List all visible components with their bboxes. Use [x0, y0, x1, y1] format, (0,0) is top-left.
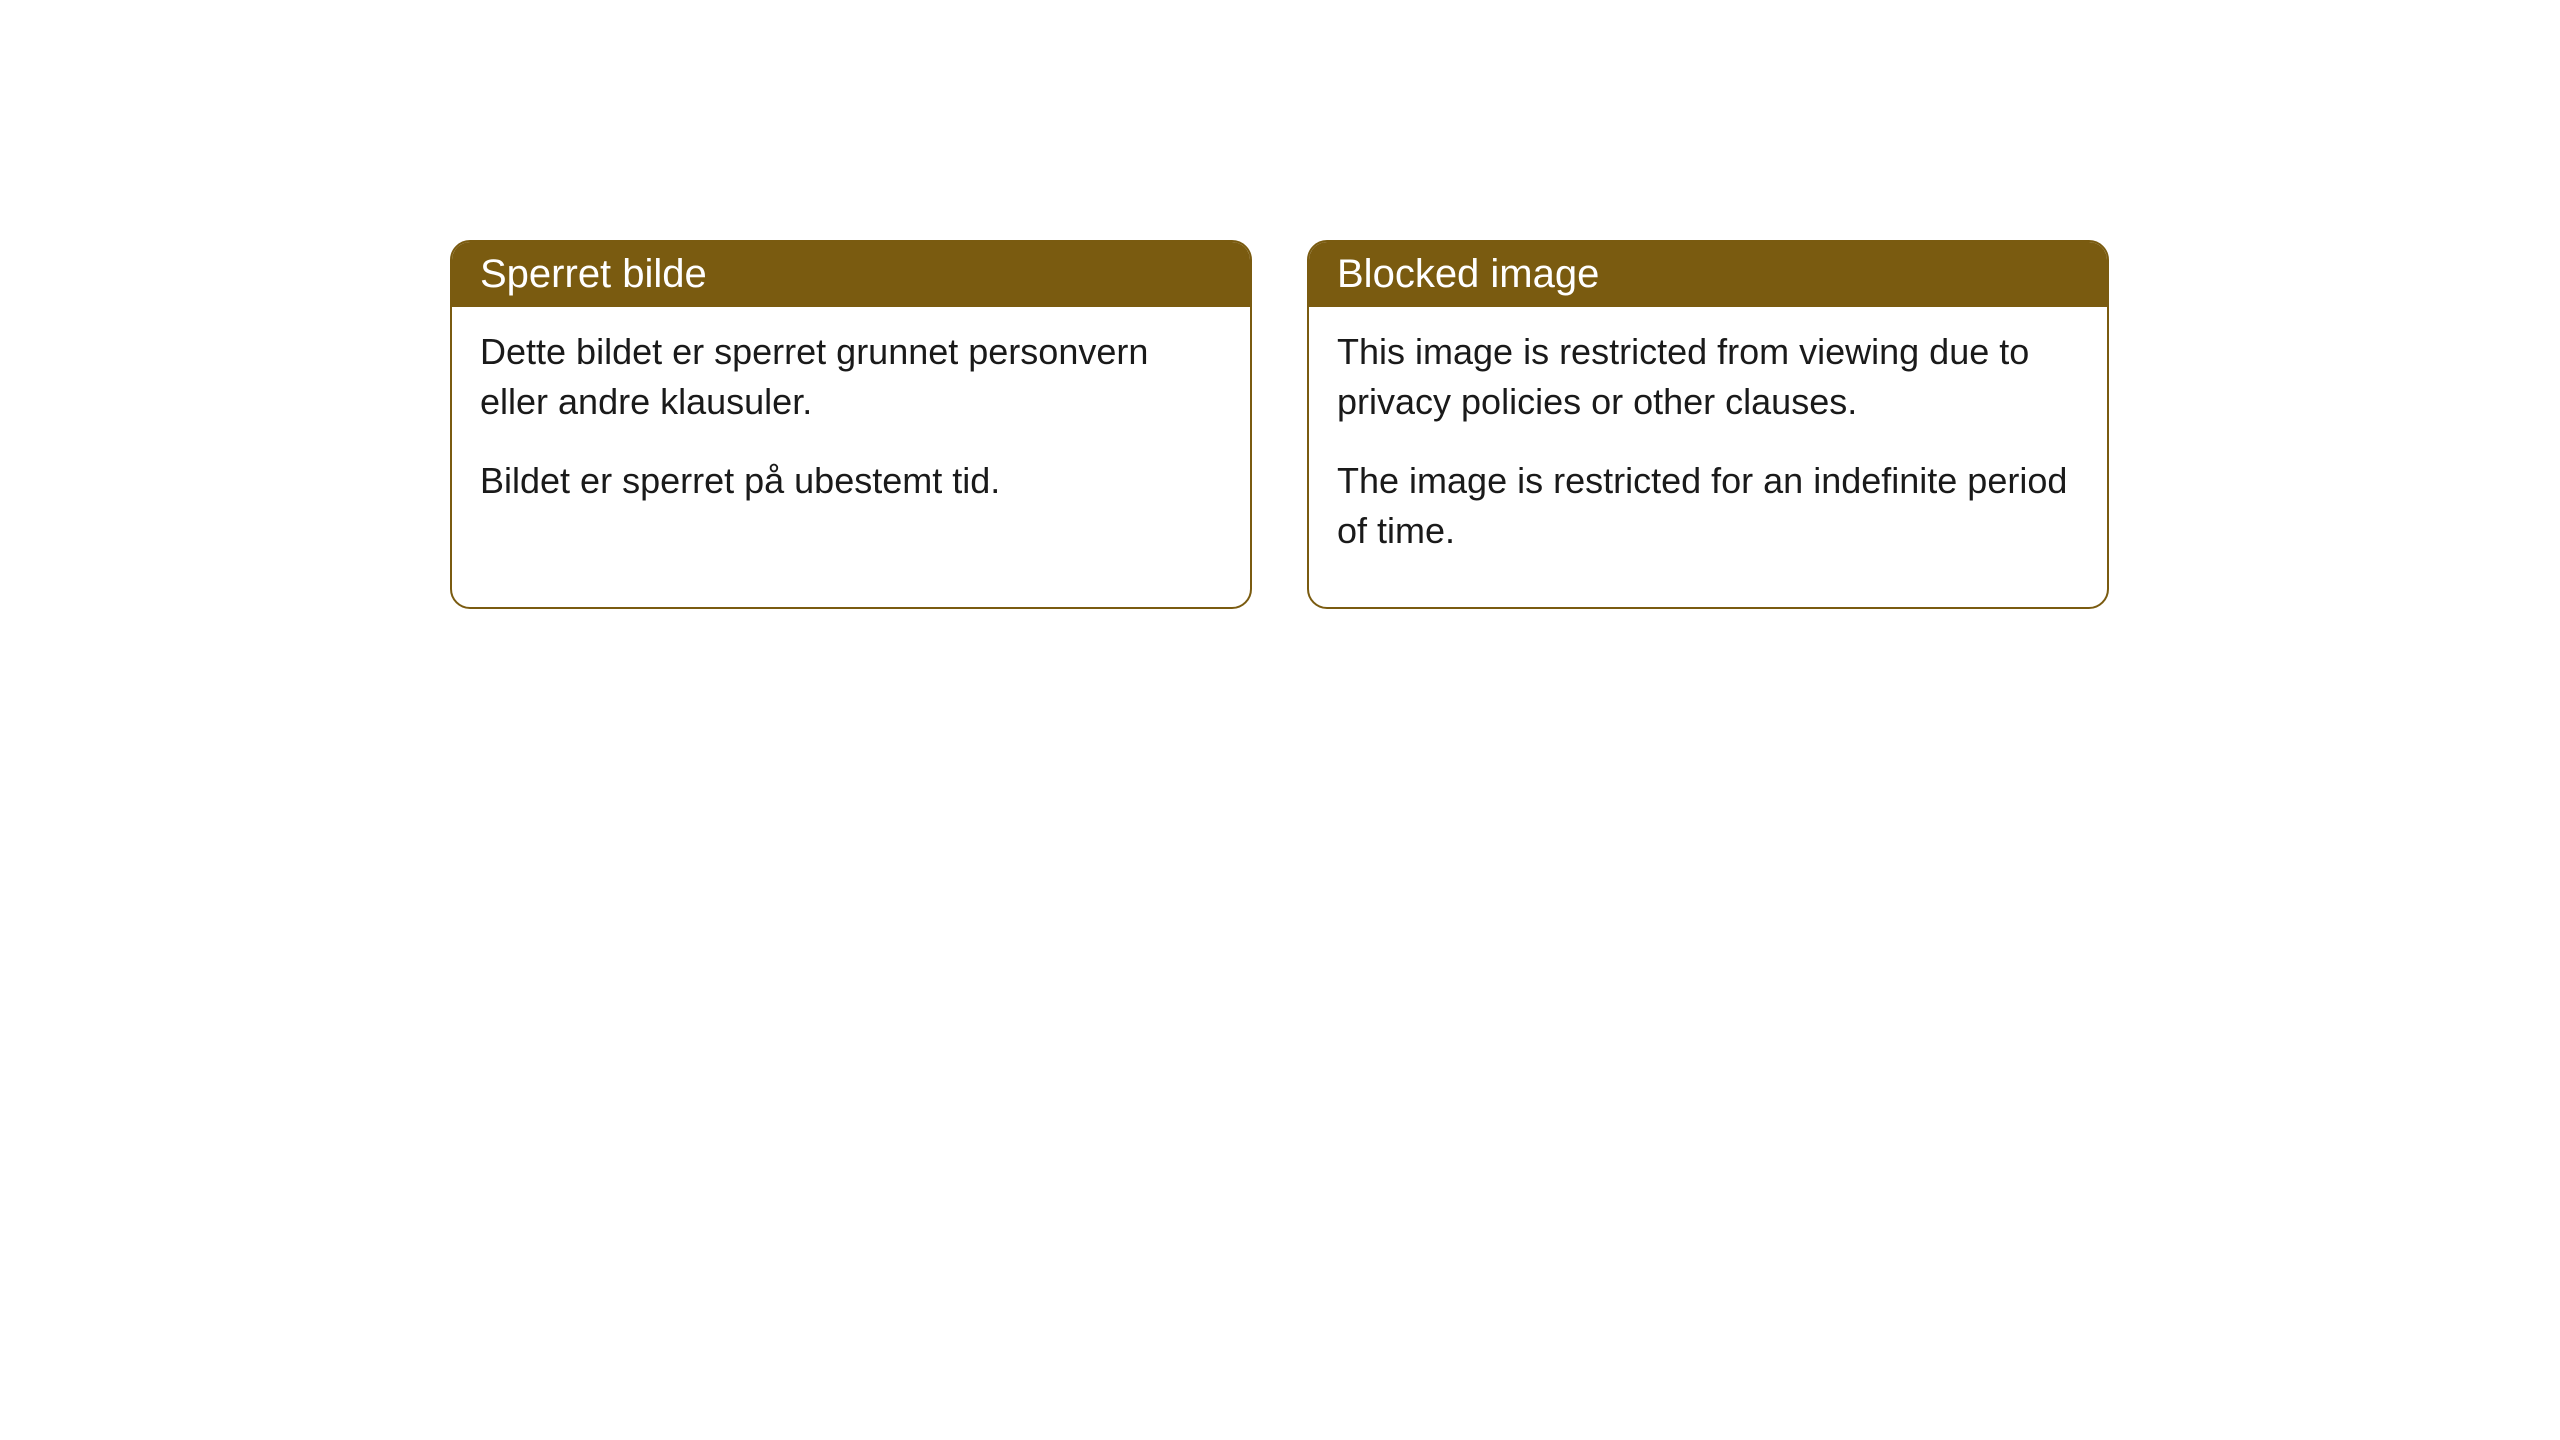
cards-container: Sperret bilde Dette bildet er sperret gr…	[0, 0, 2560, 609]
card-paragraph-2: Bildet er sperret på ubestemt tid.	[480, 456, 1222, 506]
card-paragraph-1: Dette bildet er sperret grunnet personve…	[480, 327, 1222, 428]
notice-card-norwegian: Sperret bilde Dette bildet er sperret gr…	[450, 240, 1252, 609]
card-title: Sperret bilde	[480, 252, 707, 296]
card-paragraph-2: The image is restricted for an indefinit…	[1337, 456, 2079, 557]
card-header-norwegian: Sperret bilde	[452, 242, 1250, 307]
card-header-english: Blocked image	[1309, 242, 2107, 307]
card-title: Blocked image	[1337, 252, 1599, 296]
card-body-english: This image is restricted from viewing du…	[1309, 307, 2107, 607]
notice-card-english: Blocked image This image is restricted f…	[1307, 240, 2109, 609]
card-body-norwegian: Dette bildet er sperret grunnet personve…	[452, 307, 1250, 556]
card-paragraph-1: This image is restricted from viewing du…	[1337, 327, 2079, 428]
